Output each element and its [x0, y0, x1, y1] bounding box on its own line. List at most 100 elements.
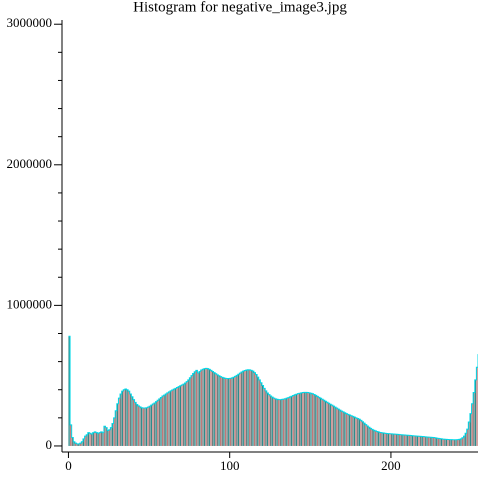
bar	[363, 423, 365, 446]
bar	[226, 378, 228, 446]
bar	[92, 432, 94, 446]
bar	[428, 437, 430, 446]
bar	[203, 368, 206, 446]
bar	[344, 412, 346, 446]
bar	[124, 389, 127, 446]
bar	[132, 399, 135, 446]
bar	[228, 378, 230, 446]
bar	[297, 393, 299, 446]
bar	[466, 429, 469, 446]
bar	[374, 430, 377, 446]
bar	[478, 355, 479, 446]
bar	[465, 433, 467, 446]
bar	[147, 407, 149, 446]
bar	[405, 435, 407, 446]
bar	[103, 426, 106, 446]
bar	[373, 430, 375, 446]
bar	[437, 438, 440, 446]
bar	[247, 369, 249, 446]
bar	[337, 409, 340, 446]
x-tick-label: 200	[381, 458, 401, 473]
bar	[102, 432, 104, 446]
bar	[94, 431, 96, 446]
bar	[476, 367, 478, 446]
bar	[99, 432, 101, 446]
bar	[71, 437, 73, 446]
bar	[305, 392, 307, 446]
bar	[139, 406, 141, 446]
bar	[366, 425, 369, 446]
bar	[390, 433, 393, 446]
bar	[402, 434, 404, 446]
bar	[86, 434, 88, 446]
bar	[266, 392, 269, 446]
bar	[331, 405, 333, 446]
bar	[279, 399, 281, 446]
bar	[286, 398, 288, 446]
x-tick-label: 100	[220, 458, 240, 473]
bar	[408, 435, 410, 446]
bar	[182, 384, 185, 446]
bar	[319, 398, 322, 446]
bar	[416, 436, 419, 446]
bar	[195, 370, 198, 446]
bar	[121, 391, 123, 446]
bar	[423, 436, 425, 446]
bar	[403, 434, 406, 446]
bar	[236, 375, 238, 446]
bar	[118, 398, 120, 446]
bar	[315, 395, 317, 446]
bar	[141, 407, 143, 446]
bar	[450, 439, 452, 446]
bar	[332, 406, 335, 446]
bar	[457, 439, 459, 446]
bar	[82, 438, 85, 446]
bar	[215, 373, 217, 446]
bar	[194, 371, 196, 446]
bar	[300, 392, 302, 446]
bar	[79, 443, 82, 446]
bar	[131, 396, 133, 446]
bar	[307, 392, 309, 446]
bar	[111, 423, 114, 446]
bar	[116, 403, 119, 446]
x-tick-label: 0	[65, 458, 72, 473]
bar	[81, 441, 83, 446]
bar	[353, 417, 356, 446]
bar	[378, 432, 380, 446]
y-tick-label: 3000000	[7, 15, 53, 30]
bar	[152, 404, 154, 446]
bar	[432, 437, 435, 446]
bar	[299, 393, 301, 446]
bar	[273, 398, 275, 446]
bar	[270, 396, 272, 446]
bar	[205, 368, 207, 446]
y-tick-label: 1000000	[7, 296, 53, 311]
bar	[186, 381, 188, 446]
bar	[421, 436, 423, 446]
bar	[471, 403, 473, 446]
bar	[89, 433, 91, 446]
y-tick-label: 2000000	[7, 156, 53, 171]
bar	[323, 400, 325, 446]
bar	[316, 396, 319, 446]
bar	[358, 419, 360, 446]
bar	[100, 431, 103, 446]
bar	[87, 432, 90, 446]
bar	[453, 439, 456, 446]
bar	[232, 377, 235, 446]
bar	[202, 369, 204, 446]
bar	[181, 384, 183, 446]
bar	[419, 436, 422, 446]
bar	[245, 370, 248, 446]
bar	[163, 395, 165, 446]
bar	[413, 435, 415, 446]
bar	[174, 388, 177, 446]
bar	[278, 399, 280, 446]
bar	[153, 402, 156, 446]
bar	[223, 377, 225, 446]
bar	[394, 434, 396, 446]
bar	[91, 434, 93, 446]
bar	[376, 431, 378, 446]
